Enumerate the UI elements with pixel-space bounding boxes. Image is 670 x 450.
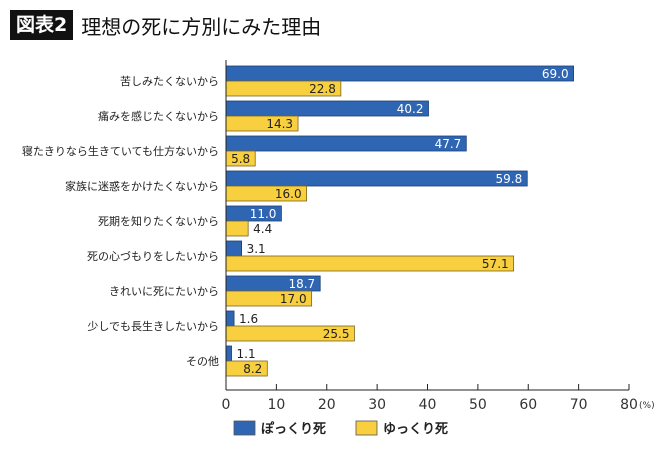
- category-label: 苦しみたくないから: [120, 75, 219, 88]
- data-label: 57.1: [482, 257, 509, 271]
- category-label: きれいに死にたいから: [109, 285, 219, 298]
- data-label: 16.0: [275, 187, 302, 201]
- x-tick-label: 0: [222, 397, 231, 413]
- chart-title: 理想の死に方別にみた理由: [81, 14, 322, 39]
- bar-pokkuri: [225, 135, 467, 152]
- category-label: 少しでも長生きしたいから: [87, 319, 219, 333]
- bar-yukkuri: [225, 220, 249, 237]
- category-label: 死期を知りたくないから: [98, 214, 219, 228]
- category-label: 寝たきりなら生きていても仕方ないから: [22, 144, 219, 158]
- category-label: 家族に迷惑をかけたくないから: [65, 179, 219, 193]
- data-label: 14.3: [266, 117, 293, 131]
- data-label: 18.7: [288, 277, 315, 291]
- data-label: 5.8: [231, 152, 250, 166]
- data-label: 3.1: [247, 242, 266, 256]
- legend-label: ゆっくり死: [383, 422, 448, 437]
- bar-pokkuri: [225, 170, 528, 187]
- data-label: 69.0: [542, 67, 569, 81]
- x-tick-label: 10: [267, 397, 285, 413]
- x-tick-label: 50: [469, 397, 487, 413]
- legend-swatch: [233, 420, 256, 436]
- bar-pokkuri: [225, 240, 243, 257]
- data-label: 17.0: [280, 292, 307, 306]
- category-label: その他: [186, 355, 219, 368]
- bar-pokkuri: [225, 345, 232, 362]
- x-tick-label: 60: [519, 397, 537, 413]
- x-unit-label: (%): [639, 401, 655, 411]
- legend-swatch: [355, 420, 378, 436]
- bar-pokkuri: [225, 310, 235, 327]
- category-label: 痛みを感じたくないから: [98, 109, 219, 123]
- bar-pokkuri: [225, 65, 574, 82]
- data-label: 47.7: [435, 137, 462, 151]
- data-label: 1.6: [239, 312, 258, 326]
- x-tick-label: 80: [620, 397, 638, 413]
- x-tick-label: 20: [318, 397, 336, 413]
- data-label: 59.8: [496, 172, 523, 186]
- data-label: 8.2: [243, 362, 262, 376]
- data-label: 40.2: [397, 102, 424, 116]
- x-tick-label: 30: [368, 397, 386, 413]
- category-label: 死の心づもりをしたいから: [87, 250, 219, 263]
- x-tick-label: 70: [570, 397, 588, 413]
- data-label: 25.5: [323, 327, 350, 341]
- header: 図表2 理想の死に方別にみた理由: [10, 10, 321, 40]
- bar-yukkuri: [225, 255, 515, 272]
- legend-label: ぽっくり死: [261, 421, 326, 437]
- data-label: 22.8: [309, 82, 336, 96]
- x-tick-label: 40: [419, 397, 437, 413]
- data-label: 4.4: [253, 222, 272, 236]
- data-label: 11.0: [250, 207, 277, 221]
- data-label: 1.1: [237, 347, 256, 361]
- figure-badge: 図表2: [10, 10, 74, 40]
